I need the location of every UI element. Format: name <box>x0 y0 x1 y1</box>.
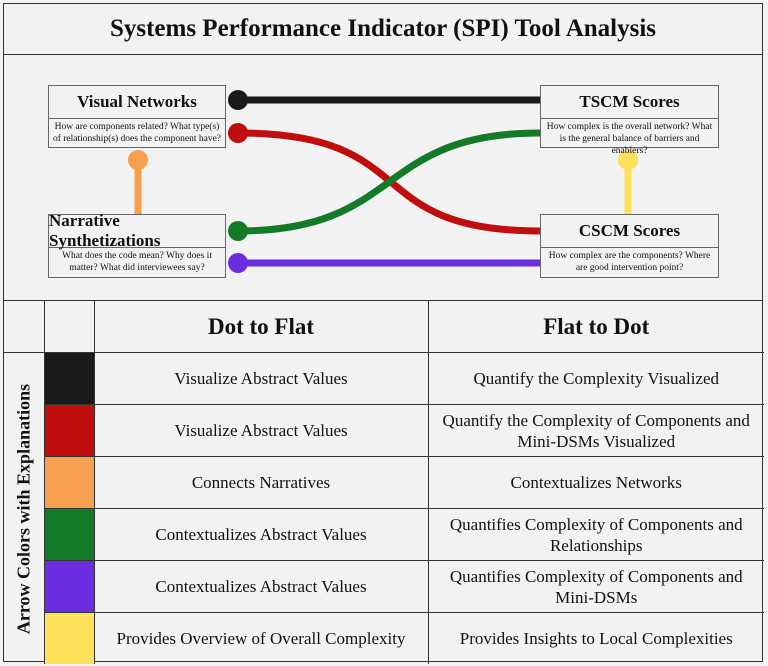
cscm-box: CSCM Scores How complex are the componen… <box>540 214 719 278</box>
figure-frame: Systems Performance Indicator (SPI) Tool… <box>3 3 764 664</box>
cscm-title: CSCM Scores <box>541 215 718 248</box>
side-label-cell: Arrow Colors with Explanations <box>4 352 45 664</box>
flat-to-dot-cell: Provides Insights to Local Complexities <box>427 612 764 664</box>
tscm-title: TSCM Scores <box>541 86 718 119</box>
narrative-box: Narrative Synthetizations What does the … <box>48 211 226 278</box>
table-row: Connects Narratives Contextualizes Netwo… <box>4 456 764 509</box>
table-row: Visualize Abstract Values Quantify the C… <box>4 404 764 457</box>
figure-title: Systems Performance Indicator (SPI) Tool… <box>4 4 762 55</box>
color-swatch <box>43 456 95 509</box>
side-label: Arrow Colors with Explanations <box>13 383 34 634</box>
explanation-table-panel: Dot to Flat Flat to Dot Arrow Colors wit… <box>4 300 764 664</box>
diagram-panel: Visual Networks How are components relat… <box>4 54 762 301</box>
visual-networks-description: How are components related? What type(s)… <box>52 122 222 144</box>
black-connector-dot <box>228 90 248 110</box>
visual-networks-title: Visual Networks <box>49 86 225 119</box>
flat-to-dot-cell: Quantify the Complexity Visualized <box>427 352 764 405</box>
color-swatch <box>43 560 95 613</box>
color-swatch <box>43 404 95 457</box>
dot-to-flat-cell: Visualize Abstract Values <box>93 352 429 405</box>
dot-to-flat-cell: Connects Narratives <box>93 456 429 509</box>
table-row: Provides Overview of Overall Complexity … <box>4 612 764 664</box>
flat-to-dot-cell: Quantify the Complexity of Components an… <box>427 404 764 457</box>
orange-connector-dot <box>128 150 148 170</box>
dot-to-flat-header: Dot to Flat <box>93 300 429 353</box>
color-swatch <box>43 508 95 561</box>
explanation-table: Dot to Flat Flat to Dot Arrow Colors wit… <box>4 300 764 664</box>
narrative-description: What does the code mean? Why does it mat… <box>62 251 212 273</box>
visual-networks-box: Visual Networks How are components relat… <box>48 85 226 148</box>
flat-to-dot-cell: Quantifies Complexity of Components and … <box>427 508 764 561</box>
connector-layer <box>128 90 638 273</box>
purple-connector-dot <box>228 253 248 273</box>
flat-to-dot-cell: Quantifies Complexity of Components and … <box>427 560 764 613</box>
color-swatch <box>43 612 95 664</box>
cscm-description: How complex are the components? Where ar… <box>548 251 711 273</box>
tscm-box: TSCM Scores How complex is the overall n… <box>540 85 719 156</box>
dot-to-flat-cell: Visualize Abstract Values <box>93 404 429 457</box>
flat-to-dot-cell: Contextualizes Networks <box>427 456 764 509</box>
dot-to-flat-cell: Contextualizes Abstract Values <box>93 560 429 613</box>
empty-corner-cell <box>4 300 45 353</box>
dot-to-flat-cell: Contextualizes Abstract Values <box>93 508 429 561</box>
table-row: Contextualizes Abstract Values Quantifie… <box>4 560 764 613</box>
color-swatch <box>43 352 95 405</box>
yellow-connector-dot <box>618 150 638 170</box>
empty-corner-cell <box>44 300 95 353</box>
flat-to-dot-header: Flat to Dot <box>427 300 764 353</box>
table-row: Contextualizes Abstract Values Quantifie… <box>4 508 764 561</box>
green-connector-dot <box>228 221 248 241</box>
green-connector <box>237 129 541 235</box>
table-header-row: Dot to Flat Flat to Dot <box>4 300 764 353</box>
table-row: Arrow Colors with Explanations Visualize… <box>4 352 764 664</box>
dot-to-flat-cell: Provides Overview of Overall Complexity <box>93 612 429 664</box>
red-connector-dot <box>228 123 248 143</box>
tscm-description: How complex is the overall network? What… <box>546 122 713 156</box>
narrative-title: Narrative Synthetizations <box>49 211 225 250</box>
